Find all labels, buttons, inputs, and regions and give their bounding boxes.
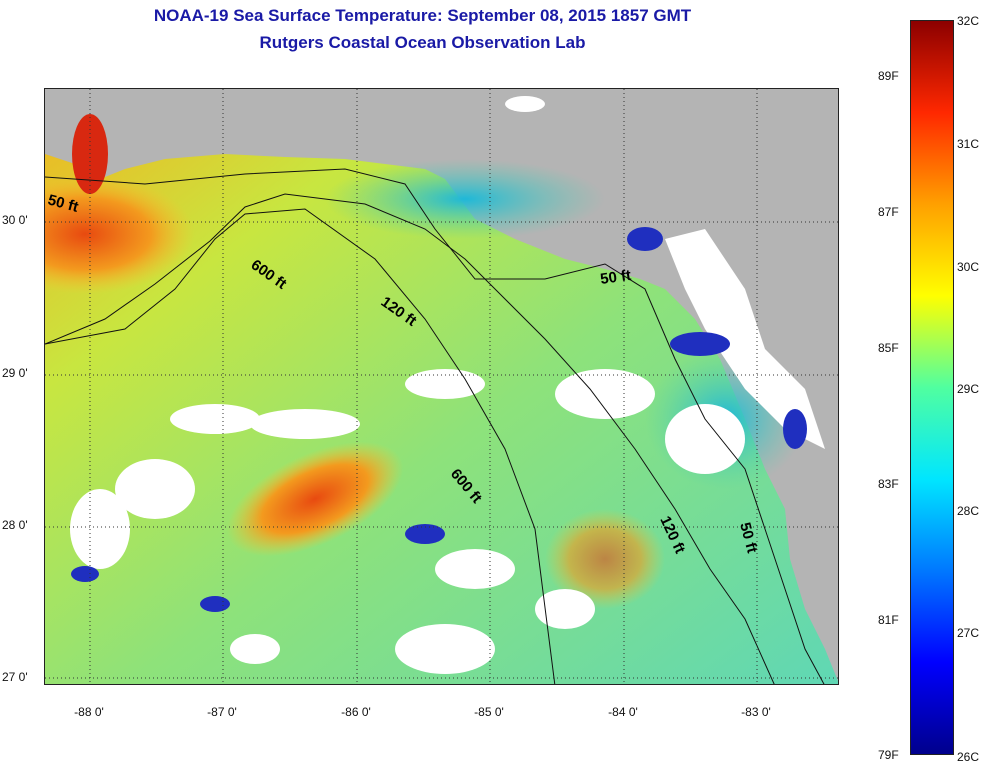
colorbar-label-79f: 79F	[878, 748, 899, 762]
colorbar-label-27c: 27C	[957, 626, 980, 640]
lon-label-84: -84 0'	[608, 705, 638, 719]
lon-label-85: -85 0'	[474, 705, 504, 719]
cool-water-coast	[325, 159, 605, 239]
lon-label-86: -86 0'	[341, 705, 371, 719]
lat-label-28: 28 0'	[2, 518, 28, 532]
colorbar-label-30c: 30C	[957, 260, 980, 274]
cold-spots	[71, 227, 807, 612]
warm-water-central	[226, 441, 404, 557]
colorbar-label-83f: 83F	[878, 477, 899, 491]
lat-label-30: 30 0'	[2, 213, 28, 227]
colorbar-label-26c: 26C	[957, 750, 980, 764]
lat-label-29: 29 0'	[2, 366, 28, 380]
lat-label-27: 27 0'	[2, 670, 28, 684]
lon-label-88: -88 0'	[74, 705, 104, 719]
colorbar-label-31c: 31C	[957, 137, 980, 151]
sst-map-canvas: 50 ft 600 ft 120 ft 50 ft 600 ft 120 ft …	[45, 89, 838, 684]
sst-map: 50 ft 600 ft 120 ft 50 ft 600 ft 120 ft …	[44, 88, 839, 685]
colorbar-label-28c: 28C	[957, 504, 980, 518]
colorbar-label-87f: 87F	[878, 205, 899, 219]
colorbar-label-32c: 32C	[957, 14, 980, 28]
lon-label-83: -83 0'	[741, 705, 771, 719]
colorbar-label-29c: 29C	[957, 382, 980, 396]
bathymetry-contours	[45, 168, 825, 684]
colorbar-label-85f: 85F	[878, 341, 899, 355]
warm-water-south	[545, 509, 665, 609]
contour-label-east-50: 50 ft	[599, 267, 632, 288]
colorbar-label-89f: 89F	[878, 69, 899, 83]
map-subtitle: Rutgers Coastal Ocean Observation Lab	[259, 33, 586, 52]
cloud-mask	[70, 96, 825, 674]
map-title: NOAA-19 Sea Surface Temperature: Septemb…	[153, 6, 692, 25]
graticule	[45, 89, 838, 684]
lon-label-87: -87 0'	[207, 705, 237, 719]
colorbar-label-81f: 81F	[878, 613, 899, 627]
temperature-colorbar	[910, 20, 954, 755]
warm-water-west	[45, 174, 195, 294]
